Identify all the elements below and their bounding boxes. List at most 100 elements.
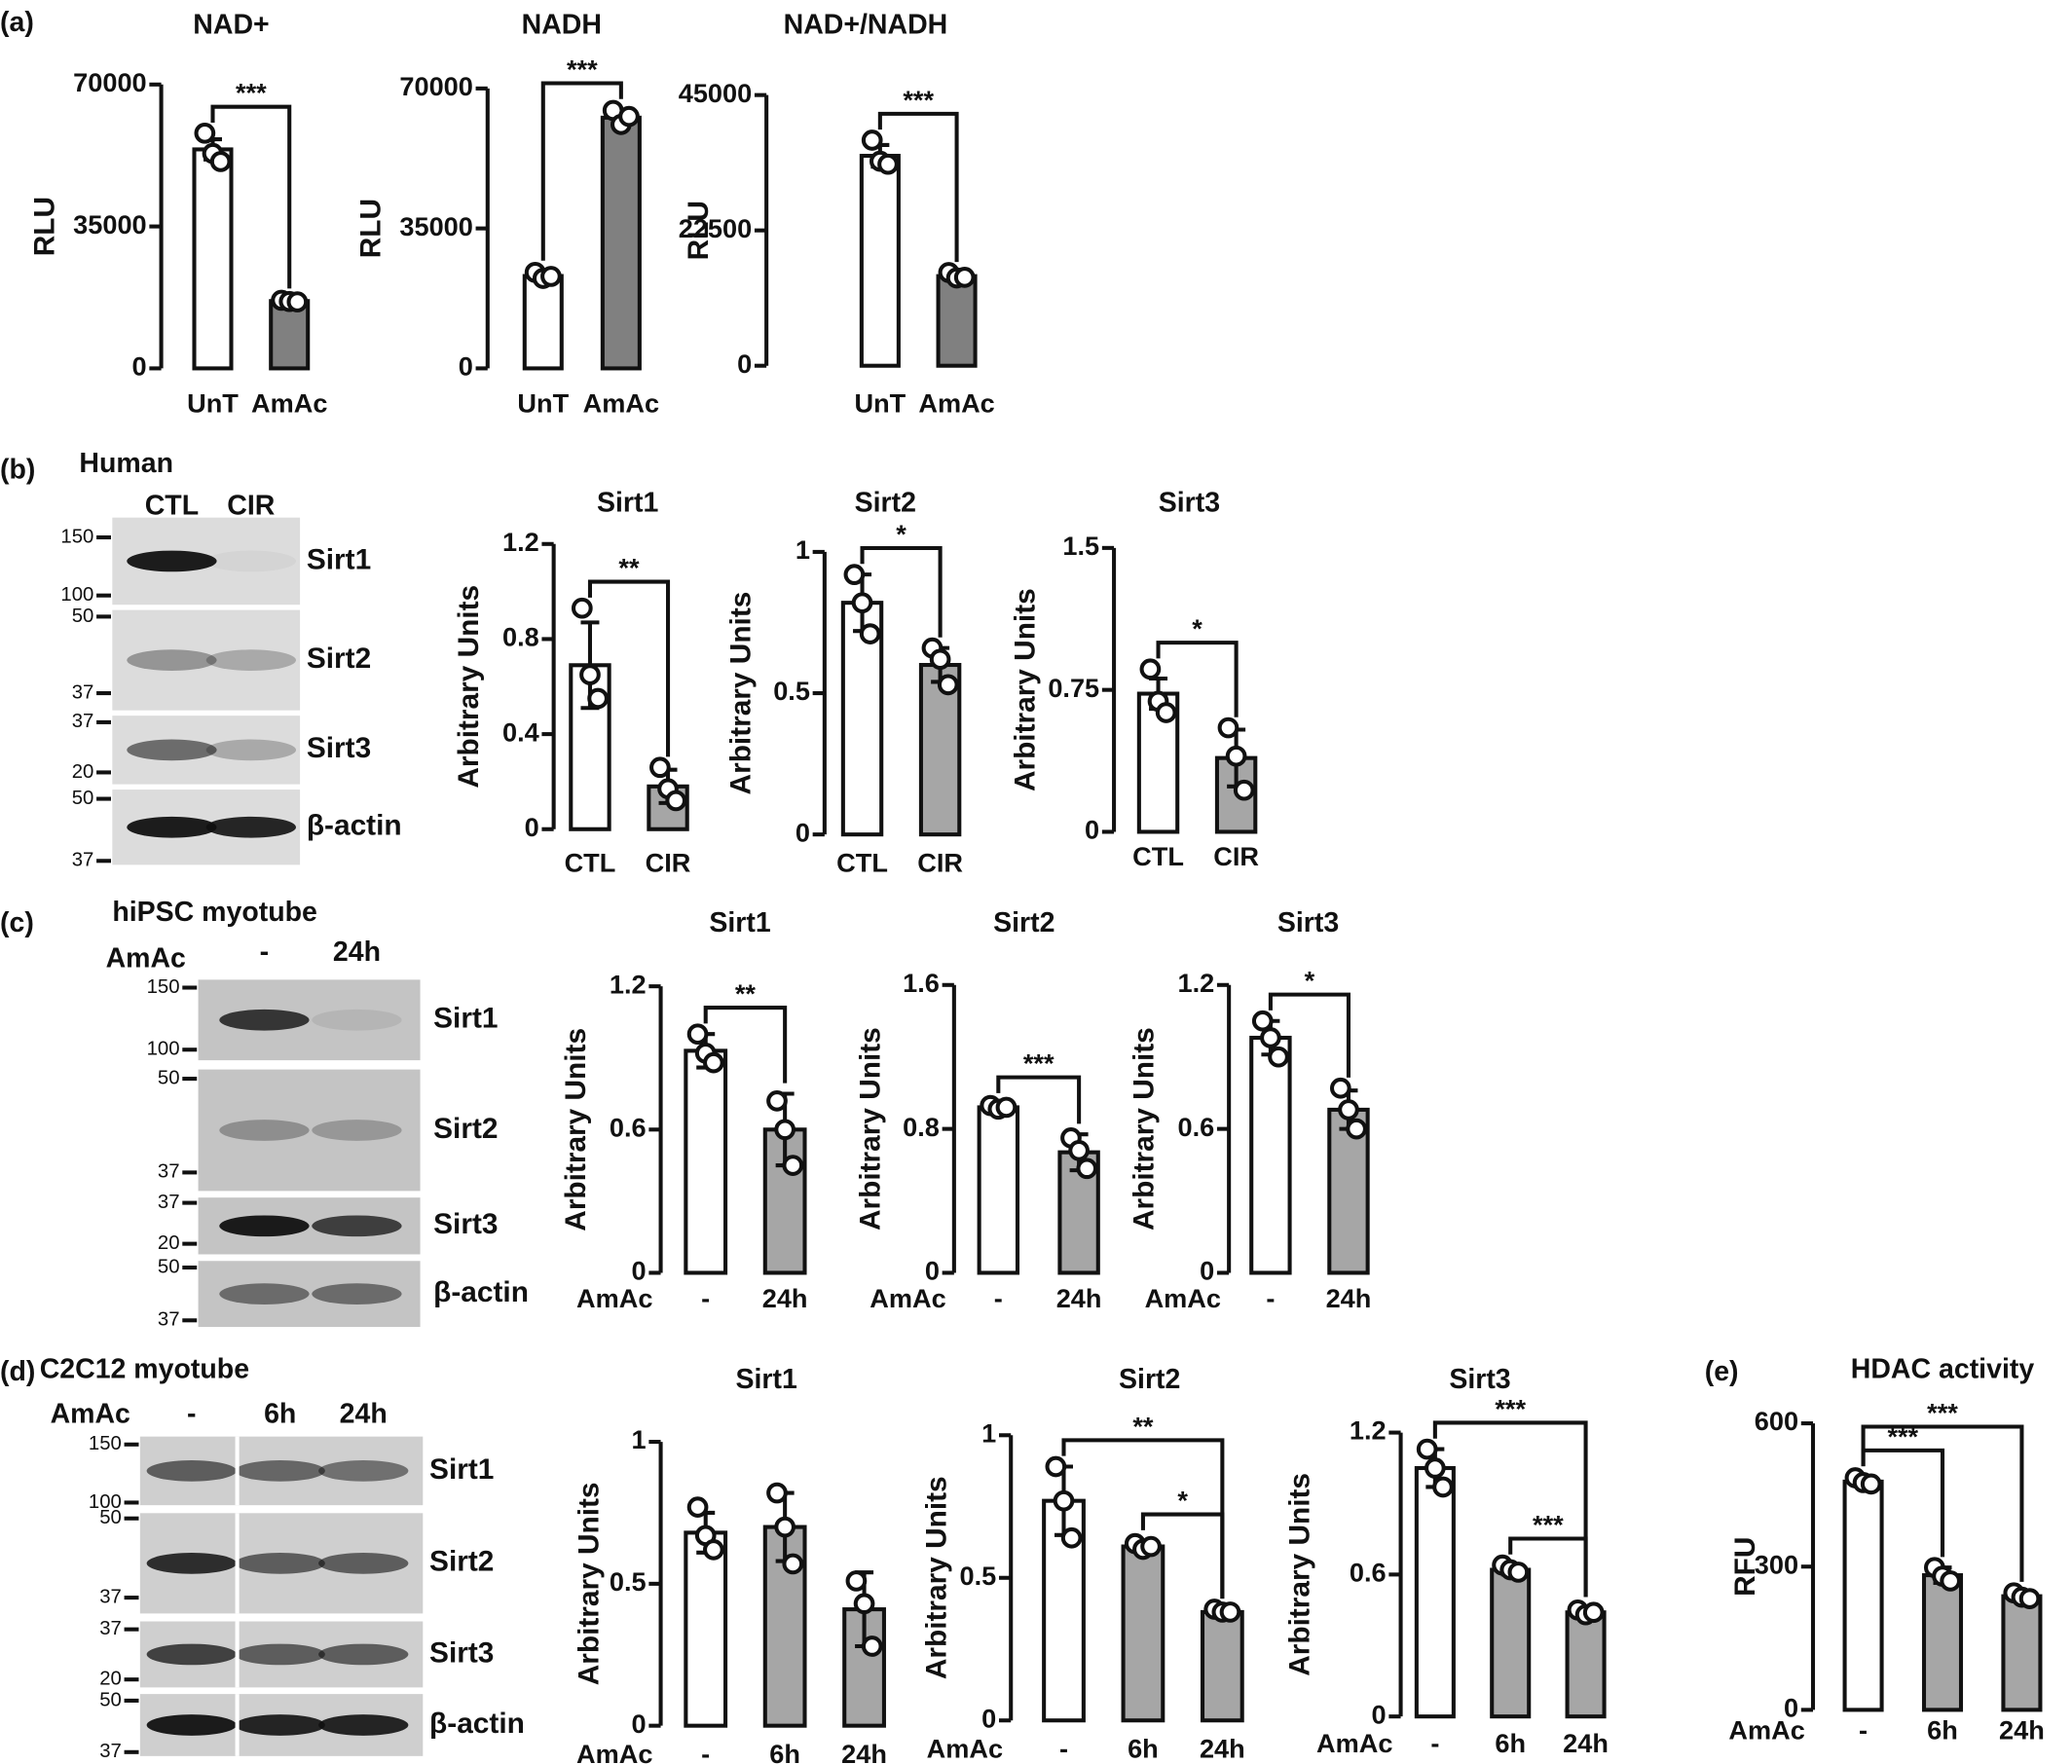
- blot-band: [127, 816, 217, 838]
- bar: [192, 147, 234, 371]
- significance-label: ***: [1533, 1509, 1564, 1539]
- chart-title: NAD+: [193, 10, 269, 41]
- x-tick-label: -: [994, 1283, 1003, 1313]
- blot-band: [127, 649, 217, 671]
- bar: [269, 299, 311, 371]
- data-point: [1233, 779, 1255, 801]
- blot-band: [219, 1009, 310, 1031]
- bar: [1490, 1567, 1532, 1719]
- data-point: [540, 266, 562, 287]
- x-tick-label: 24h: [1326, 1283, 1372, 1313]
- data-point: [877, 153, 899, 175]
- x-tick-label: -: [1059, 1734, 1068, 1764]
- mw-marker: 50: [158, 1256, 180, 1277]
- y-axis-label: RFU: [1729, 1537, 1761, 1597]
- significance-label: *: [1192, 613, 1202, 643]
- lane-label: 24h: [333, 937, 381, 968]
- significance-bracket: ***: [1508, 1509, 1588, 1598]
- data-point: [937, 674, 959, 696]
- y-tick-label: 0: [1784, 1693, 1798, 1723]
- data-point: [1139, 658, 1162, 680]
- x-tick-label: 24h: [1200, 1734, 1245, 1764]
- y-tick-label: 1.5: [1062, 531, 1099, 561]
- data-point: [665, 790, 687, 812]
- lane-label: CTL: [145, 490, 199, 521]
- blot-band: [312, 1215, 402, 1237]
- y-tick-label: 35000: [399, 211, 472, 241]
- blot-band: [205, 816, 296, 838]
- y-axis-label: Arbitrary Units: [560, 1028, 592, 1231]
- data-point: [1416, 1438, 1438, 1460]
- significance-bracket: ***: [540, 54, 623, 261]
- chart-title: Sirt1: [597, 488, 659, 519]
- y-tick-label: 0: [737, 349, 752, 379]
- blot-band: [219, 1120, 310, 1141]
- bracket-line: [1156, 641, 1239, 717]
- y-tick-label: 45000: [679, 78, 752, 108]
- y-tick-label: 0.6: [1350, 1558, 1387, 1588]
- mw-marker: 50: [158, 1067, 180, 1088]
- bar: [842, 1607, 886, 1728]
- blot-treatment: AmAc: [51, 1398, 130, 1429]
- y-tick-label: 70000: [73, 67, 146, 97]
- data-point: [649, 756, 671, 779]
- data-point: [1424, 1457, 1446, 1479]
- mw-marker: 37: [158, 1309, 180, 1331]
- panel-label: (a): [0, 7, 34, 38]
- x-tick-label: CIR: [1213, 841, 1259, 871]
- blot-gap: [235, 1621, 240, 1688]
- blot-row-label: Sirt3: [429, 1636, 494, 1669]
- blot-row-label: Sirt3: [433, 1208, 498, 1240]
- significance-label: *: [1305, 966, 1315, 996]
- y-axis-label: RLU: [28, 197, 60, 256]
- blot-band: [205, 739, 296, 761]
- y-tick-label: 0.75: [1048, 673, 1099, 703]
- bracket-line: [1140, 1512, 1225, 1599]
- x-tick-label: 6h: [1495, 1728, 1526, 1758]
- x-tick-label: 24h: [1056, 1283, 1102, 1313]
- bar: [1121, 1544, 1166, 1723]
- data-point: [1140, 1535, 1162, 1558]
- panel-label: (e): [1705, 1356, 1739, 1387]
- mw-marker: 150: [60, 526, 93, 547]
- lane-label: -: [260, 937, 270, 968]
- data-point: [703, 1051, 724, 1074]
- significance-label: ***: [1495, 1393, 1526, 1423]
- significance-label: ***: [236, 78, 267, 108]
- y-tick-label: 0: [981, 1703, 996, 1733]
- blot-band: [235, 1643, 325, 1666]
- data-point: [1338, 1099, 1359, 1121]
- mw-marker: 20: [99, 1669, 122, 1690]
- y-axis-label: Arbitrary Units: [725, 592, 758, 795]
- mw-marker: 50: [72, 788, 94, 809]
- data-point: [1260, 1027, 1281, 1048]
- x-axis-label: AmAc: [576, 1739, 652, 1764]
- y-tick-label: 70000: [399, 71, 472, 101]
- y-tick-label: 0: [132, 351, 147, 382]
- data-point: [782, 1155, 804, 1176]
- data-point: [1268, 1046, 1289, 1068]
- significance-label: **: [735, 978, 757, 1009]
- mw-marker: 150: [147, 976, 180, 998]
- data-point: [587, 687, 609, 710]
- y-tick-label: 0.6: [1177, 1112, 1214, 1142]
- x-tick-label: 6h: [1128, 1734, 1159, 1764]
- blot-band: [235, 1460, 325, 1482]
- y-axis-label: Arbitrary Units: [1009, 588, 1041, 791]
- significance-label: ***: [567, 54, 598, 84]
- x-tick-label: 24h: [841, 1739, 887, 1764]
- x-axis-label: AmAc: [1145, 1283, 1221, 1313]
- bracket-line: [860, 545, 943, 638]
- lane-label: 6h: [264, 1398, 296, 1429]
- data-point: [618, 105, 640, 128]
- blot-title: hiPSC myotube: [112, 897, 317, 928]
- blot-band: [205, 550, 296, 572]
- blot-row-label: β-actin: [307, 810, 402, 842]
- data-point: [1860, 1473, 1882, 1495]
- data-point: [209, 151, 232, 172]
- x-tick-label: CIR: [646, 848, 691, 878]
- blot-row-label: Sirt2: [307, 643, 371, 675]
- mw-marker: 37: [72, 850, 94, 871]
- data-point: [853, 1593, 875, 1615]
- y-tick-label: 0.4: [502, 717, 539, 747]
